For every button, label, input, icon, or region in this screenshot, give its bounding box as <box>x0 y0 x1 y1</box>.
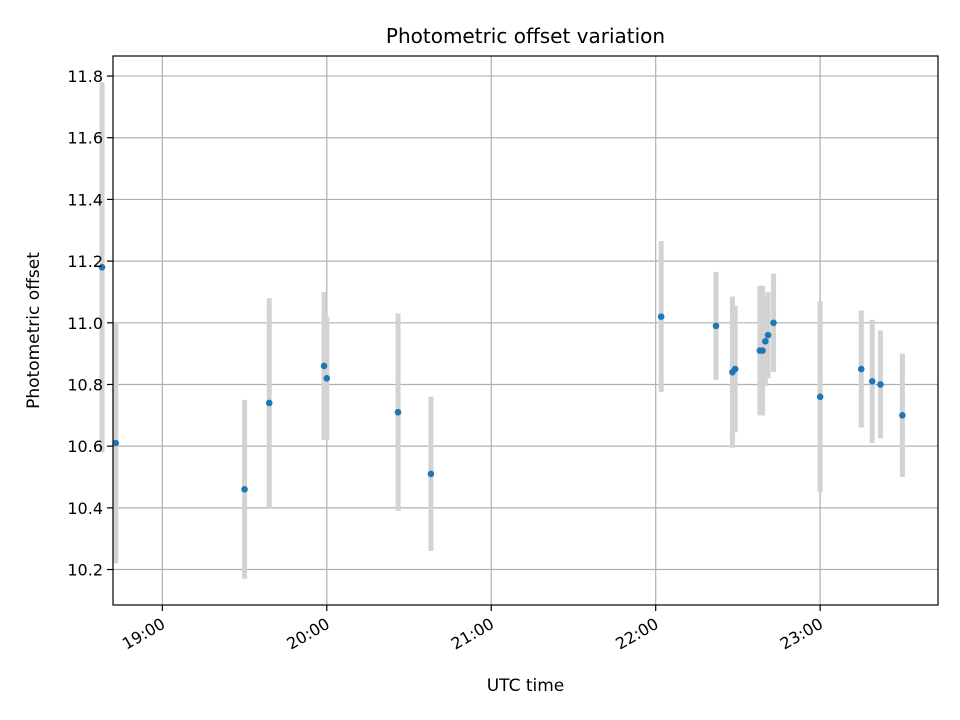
data-point <box>112 439 120 447</box>
data-point <box>764 331 772 339</box>
data-point <box>394 408 402 416</box>
y-tick-label: 10.4 <box>67 499 103 518</box>
data-point <box>868 378 876 385</box>
x-axis-title: UTC time <box>487 676 565 696</box>
data-point <box>877 381 884 388</box>
data-point <box>899 412 906 419</box>
data-point <box>241 486 248 493</box>
y-tick-label: 10.6 <box>67 437 103 456</box>
data-point <box>323 375 331 382</box>
data-point <box>759 347 766 354</box>
plot-frame <box>112 55 939 606</box>
data-points <box>98 263 906 493</box>
data-point <box>427 470 435 478</box>
y-tick-label: 11.8 <box>67 67 103 86</box>
data-point <box>657 313 665 320</box>
data-point <box>320 362 328 370</box>
data-point <box>731 365 739 373</box>
chart-title: Photometric offset variation <box>386 24 665 48</box>
y-tick-label: 11.2 <box>67 252 103 271</box>
data-point <box>712 322 720 330</box>
y-tick-label: 10.8 <box>67 375 103 394</box>
y-axis-title: Photometric offset <box>24 252 44 409</box>
y-tick-label: 10.2 <box>67 561 103 580</box>
data-point <box>98 263 106 271</box>
y-axis-ticks: 10.2 10.4 10.6 10.8 11.0 11.2 11.4 11.6 11.8 <box>67 67 113 580</box>
data-point <box>265 399 273 407</box>
data-point <box>770 319 777 327</box>
y-tick-label: 11.6 <box>67 129 103 148</box>
data-point <box>816 393 824 401</box>
data-point <box>857 365 865 373</box>
y-tick-label: 11.4 <box>67 190 103 209</box>
y-tick-label: 11.0 <box>67 314 103 333</box>
data-point <box>762 337 769 345</box>
